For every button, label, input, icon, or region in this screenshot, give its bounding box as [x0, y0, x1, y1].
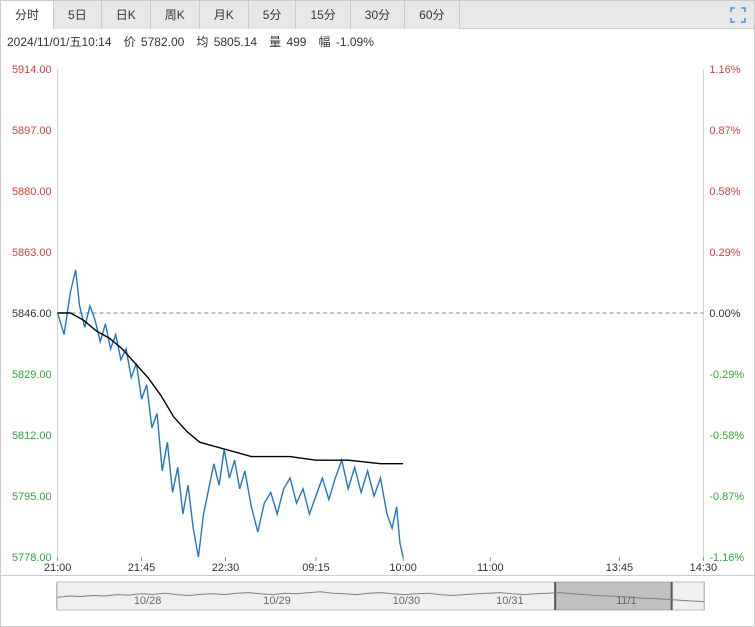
timeline-date-label: 10/29 — [263, 595, 291, 607]
timeline-date-label: 10/30 — [393, 595, 421, 607]
y-right-label: 1.16% — [709, 64, 740, 76]
tab-interval[interactable]: 日K — [102, 1, 151, 29]
vol-label: 量 — [269, 35, 281, 49]
y-right-label: 0.87% — [709, 125, 740, 137]
x-tick-label: 22:30 — [212, 562, 239, 574]
avg-line — [58, 313, 403, 464]
avg-value: 5805.14 — [214, 35, 257, 49]
timeline-date-label: 11/1 — [616, 595, 637, 607]
chart-container: 分时5日日K周K月K5分15分30分60分 2024/11/01/五10:14 … — [0, 0, 755, 627]
x-tick-label: 13:45 — [606, 562, 633, 574]
pct-label: 幅 — [319, 35, 331, 49]
tab-interval[interactable]: 60分 — [405, 1, 459, 29]
info-bar: 2024/11/01/五10:14 价 5782.00 均 5805.14 量 … — [1, 29, 754, 55]
timeline-date-label: 10/31 — [496, 595, 524, 607]
pct-value: -1.09% — [336, 35, 374, 49]
fullscreen-icon[interactable] — [730, 7, 746, 23]
tab-interval[interactable]: 5日 — [54, 1, 102, 29]
vol-value: 499 — [286, 35, 306, 49]
y-left-label: 5846.00 — [12, 308, 52, 320]
y-right-label: -0.87% — [709, 491, 744, 503]
y-right-label: 0.29% — [709, 247, 740, 259]
y-right-label: -0.29% — [709, 369, 744, 381]
price-label: 价 — [124, 35, 136, 49]
interval-tabs: 分时5日日K周K月K5分15分30分60分 — [1, 1, 754, 29]
y-right-label: 0.00% — [709, 308, 740, 320]
timeline-navigator[interactable]: 10/28 10/29 10/30 10/31 11/1 — [1, 576, 754, 626]
y-left-label: 5880.00 — [12, 186, 52, 198]
x-tick-label: 09:15 — [302, 562, 329, 574]
tab-interval[interactable]: 分时 — [1, 1, 54, 29]
tab-interval[interactable]: 30分 — [351, 1, 405, 29]
y-left-label: 5914.00 — [12, 64, 52, 76]
y-left-label: 5829.00 — [12, 369, 52, 381]
y-left-label: 5897.00 — [12, 125, 52, 137]
x-tick-label: 10:00 — [389, 562, 416, 574]
tab-interval[interactable]: 月K — [200, 1, 249, 29]
tab-interval[interactable]: 5分 — [249, 1, 297, 29]
timeline-date-label: 10/28 — [134, 595, 162, 607]
avg-label: 均 — [196, 35, 208, 49]
tab-interval[interactable]: 15分 — [296, 1, 350, 29]
x-tick-label: 21:45 — [128, 562, 155, 574]
info-datetime: 2024/11/01/五10:14 — [7, 35, 112, 49]
y-left-label: 5812.00 — [12, 430, 52, 442]
price-value: 5782.00 — [141, 35, 184, 49]
price-chart[interactable]: 5914.00 5897.00 5880.00 5863.00 5846.00 5829.… — [1, 55, 754, 576]
y-left-label: 5795.00 — [12, 491, 52, 503]
y-left-label: 5863.00 — [12, 247, 52, 259]
y-right-label: -0.58% — [709, 430, 744, 442]
x-tick-label: 11:00 — [477, 562, 504, 574]
y-right-label: 0.58% — [709, 186, 740, 198]
x-tick-label: 21:00 — [44, 562, 71, 574]
x-tick-label: 14:30 — [690, 562, 717, 574]
tab-interval[interactable]: 周K — [151, 1, 200, 29]
